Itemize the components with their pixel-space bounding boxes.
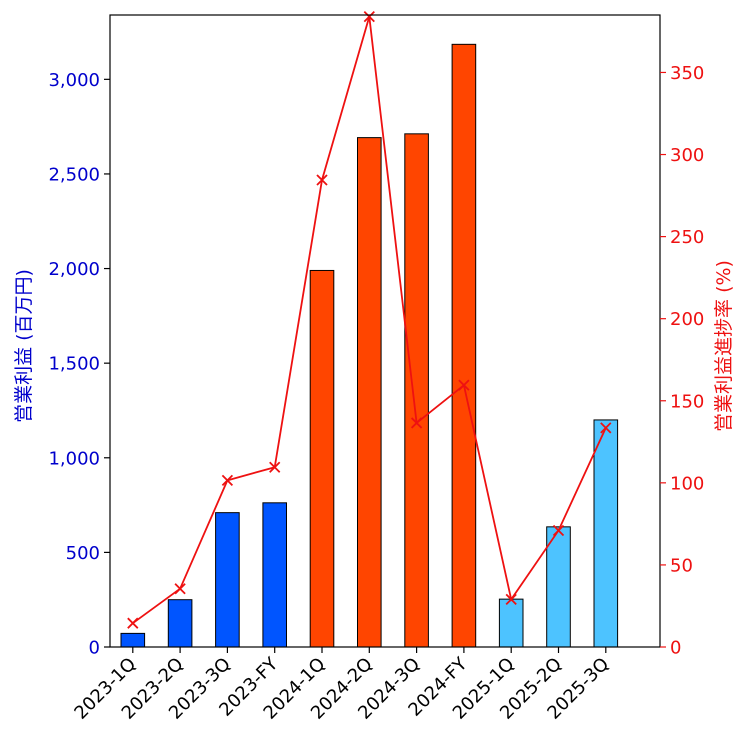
bar-2024-1Q — [309, 269, 335, 648]
right-y-axis: 0 50 100 150 200 250 300 350 — [660, 63, 704, 659]
right-tick-label: 150 — [670, 391, 704, 412]
right-tick-label: 0 — [670, 638, 681, 659]
bar-2025-1Q — [498, 598, 524, 648]
bar-2023-FY — [262, 502, 287, 648]
progress-line-series — [127, 11, 612, 629]
progress-point-2025-1Q — [505, 593, 517, 606]
right-tick-label: 200 — [670, 309, 704, 330]
right-tick-label: 350 — [670, 63, 704, 84]
progress-point-2023-FY — [269, 461, 281, 473]
progress-point-2023-1Q — [127, 617, 139, 629]
left-tick-label: 1,500 — [48, 354, 100, 375]
progress-point-2024-2Q — [363, 11, 375, 23]
plot-frame — [109, 14, 661, 648]
progress-point-2023-2Q — [174, 583, 186, 595]
bar-2024-3Q — [404, 133, 429, 648]
left-tick-label: 0 — [89, 638, 100, 659]
left-tick-label: 2,500 — [48, 164, 100, 185]
bar-series — [120, 43, 619, 648]
right-tick-label: 100 — [670, 473, 704, 494]
progress-point-2024-FY — [458, 379, 470, 391]
progress-point-2025-2Q — [552, 524, 565, 537]
bar-2023-1Q — [120, 632, 146, 648]
progress-point-2023-3Q — [221, 474, 234, 487]
left-axis-label: 営業利益 (百万円) — [13, 269, 35, 423]
left-tick-label: 500 — [66, 543, 100, 564]
left-tick-label: 2,000 — [48, 259, 100, 280]
bar-2023-2Q — [167, 599, 193, 648]
left-tick-label: 1,000 — [48, 448, 100, 469]
right-axis-label: 営業利益進捗率 (%) — [713, 260, 735, 432]
bar-2025-2Q — [546, 526, 571, 648]
left-y-axis: 0 500 1,000 1,500 2,000 2,500 3,000 — [48, 70, 110, 659]
bar-2025-3Q — [593, 419, 619, 648]
right-tick-label: 300 — [670, 145, 704, 166]
bar-2024-2Q — [357, 137, 382, 648]
left-tick-label: 3,000 — [48, 70, 100, 91]
plot-border — [109, 14, 661, 648]
progress-point-2024-3Q — [410, 417, 423, 429]
bar-2024-FY — [451, 43, 477, 648]
progress-point-2025-3Q — [600, 422, 612, 434]
right-tick-label: 50 — [670, 555, 693, 576]
x-axis: 2023-1Q2023-2Q2023-3Q2023-FY2024-1Q2024-… — [70, 647, 613, 724]
progress-point-2024-1Q — [316, 174, 328, 186]
right-tick-label: 250 — [670, 227, 704, 248]
bar-2023-3Q — [215, 512, 240, 648]
